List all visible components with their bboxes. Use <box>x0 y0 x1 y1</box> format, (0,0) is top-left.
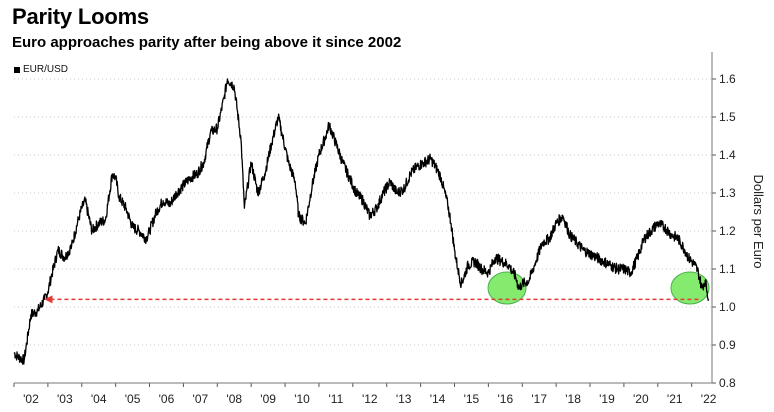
legend-swatch <box>14 66 20 73</box>
x-tick-label: '09 <box>260 392 276 406</box>
x-tick-label: '06 <box>159 392 175 406</box>
x-tick-label: '07 <box>193 392 209 406</box>
x-tick-label: '20 <box>633 392 649 406</box>
parity-arrow-head <box>44 295 53 304</box>
x-tick-label: '19 <box>599 392 615 406</box>
y-tick-label: 1.5 <box>719 110 736 124</box>
y-tick-label: 0.9 <box>719 338 736 352</box>
y-tick-label: 1.3 <box>719 186 736 200</box>
x-tick-label: '18 <box>565 392 581 406</box>
y-tick-label: 1.0 <box>719 300 736 314</box>
y-tick-label: 0.8 <box>719 376 736 390</box>
x-tick-label: '17 <box>531 392 547 406</box>
x-tick-label: '11 <box>329 392 344 406</box>
x-tick-label: '21 <box>667 392 683 406</box>
series-line-eur-usd <box>13 78 710 365</box>
annotation-layer <box>44 295 699 304</box>
x-tick-label: '04 <box>91 392 107 406</box>
x-tick-label: '12 <box>362 392 378 406</box>
x-tick-label: '03 <box>57 392 73 406</box>
y-tick-label: 1.4 <box>719 148 736 162</box>
y-tick-label: 1.1 <box>719 262 736 276</box>
x-tick-label: '14 <box>430 392 446 406</box>
y-axis-label: Dollars per Euro <box>751 175 766 269</box>
legend-label: EUR/USD <box>23 64 69 75</box>
x-tick-label: '16 <box>497 392 513 406</box>
x-tick-label: '15 <box>464 392 480 406</box>
x-tick-label: '10 <box>294 392 310 406</box>
x-tick-label: '13 <box>396 392 412 406</box>
axes: 0.8 0.9 1.0 1.1 1.2 1.3 1.4 1.5 1.6 '02 '03 '04 '05 '… <box>13 52 766 406</box>
y-tick-label: 1.2 <box>719 224 736 238</box>
gridlines <box>14 78 712 384</box>
chart-subtitle: Euro approaches parity after being above… <box>12 34 402 51</box>
chart-title: Parity Looms <box>12 4 149 29</box>
x-tick-label: '05 <box>125 392 141 406</box>
x-tick-label: '08 <box>226 392 242 406</box>
y-tick-label: 1.6 <box>719 72 736 86</box>
x-tick-label: '22 <box>701 392 717 406</box>
legend: EUR/USD <box>14 64 68 75</box>
x-tick-label: '02 <box>23 392 39 406</box>
